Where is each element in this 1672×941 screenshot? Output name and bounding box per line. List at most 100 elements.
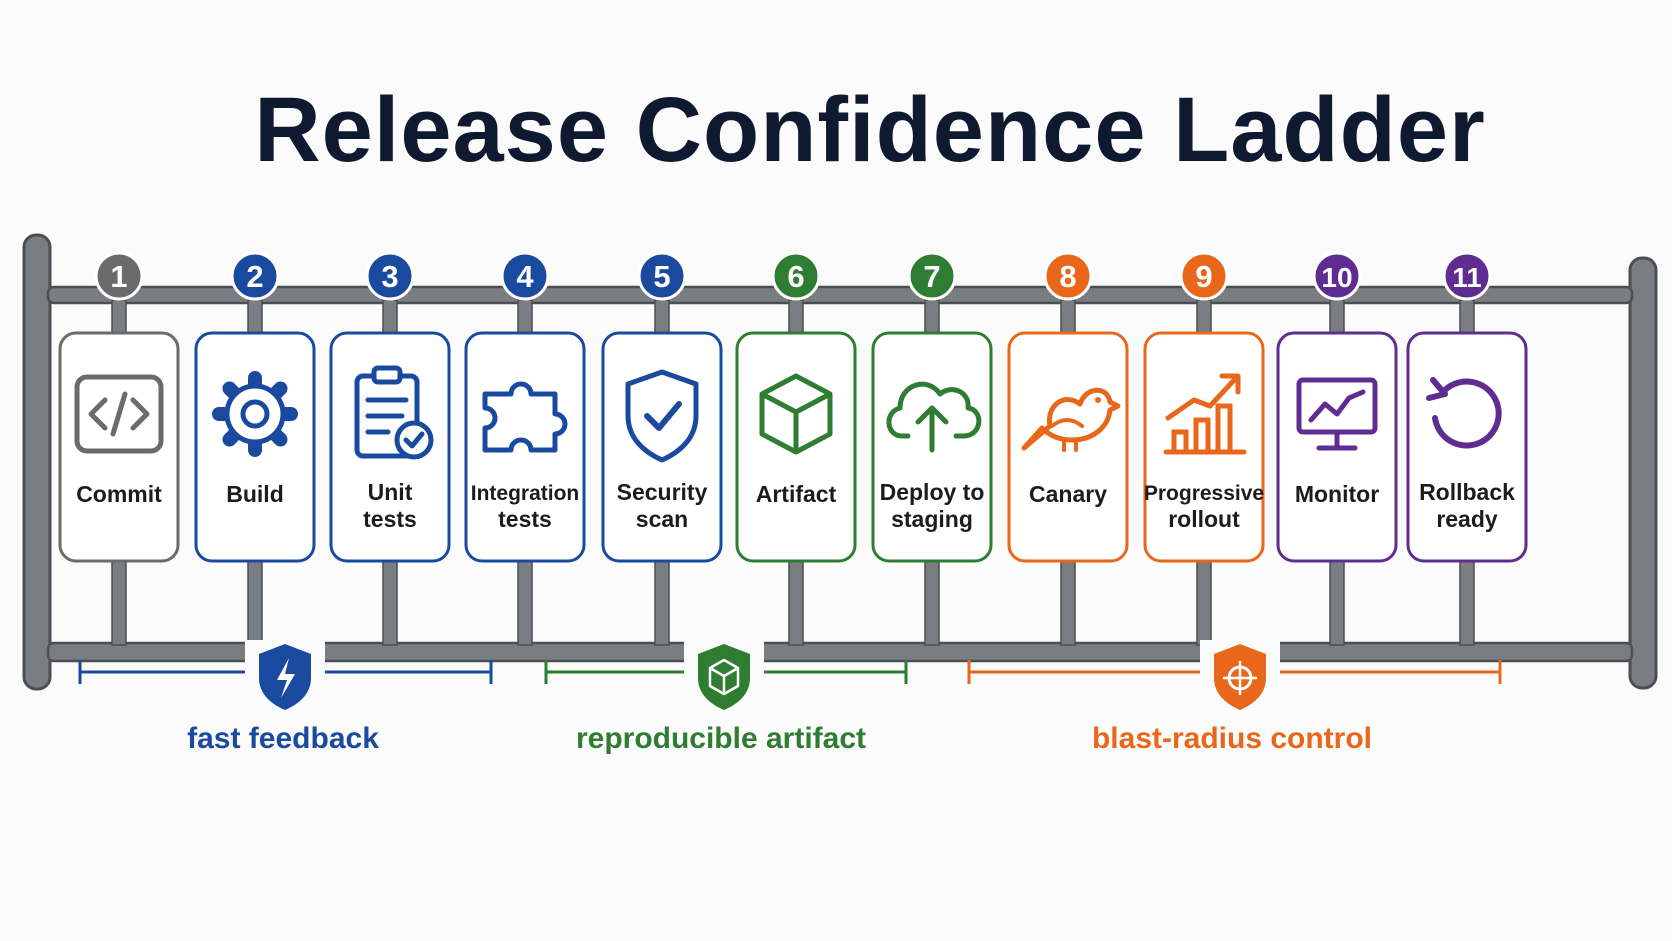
- group-label: blast-radius control: [1092, 722, 1372, 755]
- step-stem-lower: [111, 560, 127, 646]
- step-stem-upper: [924, 299, 940, 334]
- step-number-badge: [500, 251, 550, 301]
- step-number-badge: [94, 251, 144, 301]
- step-number: 4: [516, 259, 534, 294]
- code-icon: [74, 374, 164, 454]
- step-stem-upper: [1196, 299, 1212, 334]
- step-number: 6: [787, 259, 804, 294]
- step-label: ready: [1436, 506, 1498, 532]
- shield-bolt-icon: [259, 644, 311, 710]
- clipboard-check-icon: [354, 365, 434, 460]
- step-number-badge: [771, 251, 821, 301]
- step-label: Integration: [471, 482, 580, 505]
- puzzle-icon: [482, 381, 568, 453]
- step-number: 2: [246, 259, 263, 294]
- step-label: tests: [498, 506, 552, 532]
- step-stem-upper: [1060, 299, 1076, 334]
- step-card: [464, 331, 586, 563]
- step-8: 8 Canary: [1007, 251, 1129, 646]
- step-number-badge: [1312, 251, 1362, 301]
- step-stem-upper: [382, 299, 398, 334]
- group-3: blast-radius control: [967, 640, 1502, 755]
- bird-icon: [1021, 387, 1121, 452]
- shield-box-icon: [698, 644, 750, 710]
- step-stem-upper: [111, 299, 127, 334]
- diagram-title: Release Confidence Ladder: [254, 79, 1486, 181]
- group-label: reproducible artifact: [576, 722, 866, 755]
- step-number: 8: [1059, 259, 1076, 294]
- step-stem-lower: [1459, 560, 1475, 646]
- gear-icon: [212, 371, 298, 457]
- step-label: Deploy to: [880, 479, 985, 505]
- step-label: staging: [891, 506, 973, 532]
- step-stem-lower: [1060, 560, 1076, 646]
- step-label: Security: [617, 479, 708, 505]
- step-stem-lower: [654, 560, 670, 646]
- left-post: [22, 233, 52, 691]
- step-stem-upper: [654, 299, 670, 334]
- step-10: 10 Monitor: [1276, 251, 1398, 646]
- step-number: 11: [1452, 262, 1482, 293]
- step-number-badge: [1043, 251, 1093, 301]
- box-icon: [759, 373, 833, 455]
- step-stem-lower: [517, 560, 533, 646]
- step-card: [1143, 331, 1265, 563]
- step-label: Artifact: [756, 481, 837, 507]
- shield-check-icon: [625, 369, 699, 463]
- step-label: Progressive: [1144, 482, 1264, 505]
- cloud-upload-icon: [886, 381, 982, 453]
- step-number-badge: [1179, 251, 1229, 301]
- step-stem-lower: [924, 560, 940, 646]
- step-stem-upper: [1329, 299, 1345, 334]
- step-label: Monitor: [1295, 481, 1379, 507]
- shield-target-icon: [1214, 644, 1266, 710]
- step-stem-lower: [382, 560, 398, 646]
- group-label: fast feedback: [187, 722, 379, 755]
- group-2: reproducible artifact: [544, 640, 908, 755]
- right-post: [1628, 256, 1658, 690]
- step-2: 2 Build: [194, 251, 316, 646]
- step-number-badge: [1442, 251, 1492, 301]
- step-label: Unit: [368, 479, 413, 505]
- step-number: 7: [923, 259, 940, 294]
- step-stem-upper: [247, 299, 263, 334]
- step-stem-lower: [1196, 560, 1212, 646]
- step-stem-upper: [1459, 299, 1475, 334]
- step-number-badge: [230, 251, 280, 301]
- step-stem-lower: [247, 560, 263, 646]
- bar-chart-up-icon: [1163, 373, 1247, 455]
- undo-icon: [1426, 377, 1502, 449]
- step-stem-upper: [788, 299, 804, 334]
- top-rail: [46, 285, 1634, 305]
- step-stem-lower: [788, 560, 804, 646]
- step-label: Commit: [76, 481, 162, 507]
- step-number-badge: [907, 251, 957, 301]
- step-number: 1: [110, 259, 127, 294]
- step-label: tests: [363, 506, 417, 532]
- step-6: 6 Artifact: [735, 251, 857, 646]
- step-label: scan: [636, 506, 688, 532]
- step-1: 1 Commit: [58, 251, 180, 646]
- step-label: rollout: [1168, 506, 1240, 532]
- step-label: Build: [226, 481, 284, 507]
- step-number-badge: [637, 251, 687, 301]
- step-stem-lower: [1329, 560, 1345, 646]
- step-label: Canary: [1029, 481, 1107, 507]
- monitor-chart-icon: [1296, 377, 1378, 451]
- step-label: Rollback: [1419, 479, 1515, 505]
- group-1: fast feedback: [78, 640, 493, 755]
- step-card: [58, 331, 180, 563]
- step-number-badge: [365, 251, 415, 301]
- step-stem-upper: [517, 299, 533, 334]
- step-number: 3: [381, 259, 398, 294]
- step-number: 10: [1321, 262, 1352, 293]
- step-card: [601, 331, 723, 563]
- step-number: 9: [1195, 259, 1212, 294]
